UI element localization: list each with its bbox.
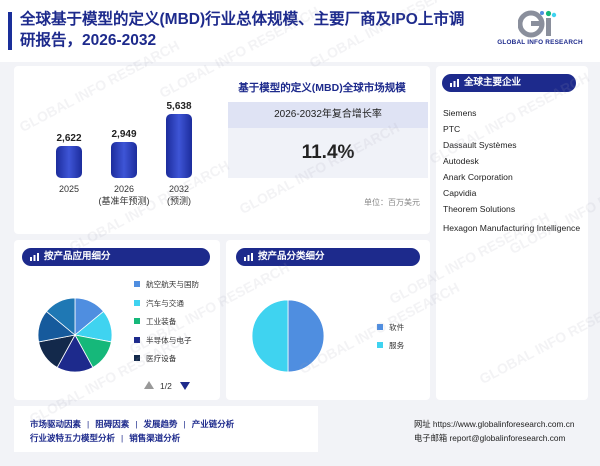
legend-item: 服务 — [377, 340, 405, 351]
pager-down-icon[interactable] — [180, 382, 190, 390]
legend-item: 软件 — [377, 322, 405, 333]
market-size-title: 基于模型的定义(MBD)全球市场规模 — [238, 82, 406, 94]
legend-label: 软件 — [389, 323, 405, 332]
pie-slice-1 — [252, 300, 289, 372]
footer-link[interactable]: 销售渠道分析 — [129, 433, 181, 443]
company-item: Theorem Solutions — [443, 204, 516, 214]
bar-value-2032: 5,638 — [166, 101, 192, 112]
companies-panel — [436, 66, 588, 400]
legend-swatch — [134, 336, 140, 343]
unit-label: 单位：百万美元 — [364, 198, 420, 207]
pie-slice-0 — [287, 300, 324, 372]
gi-logo-icon — [518, 10, 557, 38]
cagr-value: 11.4% — [301, 142, 355, 163]
footer-links-row-2: 行业波特五力模型分析 | 销售渠道分析 — [30, 433, 181, 443]
chart-icon — [450, 79, 459, 87]
bar-year-2026: 2026 — [113, 184, 135, 194]
email-label: 电子邮箱 — [414, 433, 448, 443]
page-title: 全球基于模型的定义(MBD)行业总体规模、主要厂商及IPO上市调研报告，2026… — [20, 11, 465, 49]
footer-link[interactable]: 阻碍因素 — [95, 419, 130, 429]
legend-item: 工业装备 — [134, 316, 177, 327]
legend-item: 半导体与电子 — [134, 335, 192, 346]
companies-heading: 全球主要企业 — [442, 74, 576, 92]
company-item: Hexagon Manufacturing Intelligence — [443, 223, 581, 233]
company-item: Anark Corporation — [443, 172, 513, 182]
product-type-heading: 按产品分类细分 — [236, 248, 420, 266]
company-logo[interactable]: GLOBAL INFO RESEARCH — [488, 10, 592, 50]
legend-label: 工业装备 — [146, 317, 177, 326]
legend-label: 航空航天与国防 — [146, 280, 200, 289]
legend-swatch — [134, 318, 140, 324]
bar-year-2032: 2032 — [168, 184, 190, 194]
footer-link[interactable]: 行业波特五力模型分析 — [30, 433, 116, 443]
application-pie-chart — [38, 298, 112, 372]
bar-year-2025: 2025 — [58, 184, 80, 194]
website-line: 网址 https://www.globalinforesearch.com.cn — [414, 418, 575, 430]
legend-swatch — [134, 355, 140, 361]
website-link[interactable]: https://www.globalinforesearch.com.cn — [432, 419, 575, 429]
legend-swatch — [377, 324, 383, 330]
logo-text: GLOBAL INFO RESEARCH — [497, 39, 583, 46]
bar-note-2032: (预测) — [167, 196, 191, 206]
application-heading-label: 按产品应用细分 — [44, 251, 111, 262]
legend-swatch — [377, 342, 383, 348]
application-heading: 按产品应用细分 — [22, 248, 210, 266]
legend-label: 服务 — [389, 341, 405, 350]
footer: 市场驱动因素 | 阻碍因素 | 发展趋势 | 产业链分析 行业波特五力模型分析 | 销售渠道分析… — [0, 404, 600, 466]
legend-label: 医疗设备 — [146, 354, 177, 363]
product-type-pie-chart — [252, 300, 324, 372]
company-item: Siemens — [443, 108, 477, 118]
legend-item: 医疗设备 — [134, 353, 177, 364]
legend-swatch — [134, 299, 140, 306]
footer-link[interactable]: 发展趋势 — [143, 419, 178, 429]
product-type-heading-label: 按产品分类细分 — [258, 251, 325, 262]
companies-heading-label: 全球主要企业 — [464, 77, 522, 88]
title-accent-bar — [8, 12, 12, 50]
chart-icon — [30, 253, 39, 261]
legend-swatch — [134, 281, 140, 287]
bar-note-2026: (基准年预测) — [98, 196, 150, 206]
footer-links-row-1: 市场驱动因素 | 阻碍因素 | 发展趋势 | 产业链分析 — [30, 419, 235, 429]
company-item: PTC — [443, 124, 461, 134]
email-line: 电子邮箱 report@globalinforesearch.com — [414, 432, 565, 444]
cagr-box: 2026-2032年复合增长率 11.4% — [228, 102, 428, 178]
chart-icon — [244, 253, 253, 261]
bar-value-2025: 2,622 — [56, 133, 82, 144]
bar-2026 — [111, 142, 137, 178]
legend-item: 汽车与交通 — [134, 298, 184, 309]
company-item: Dassault Systèmes — [443, 140, 517, 150]
footer-link[interactable]: 产业链分析 — [191, 419, 235, 429]
bar-2025 — [56, 146, 82, 178]
report-header: 全球基于模型的定义(MBD)行业总体规模、主要厂商及IPO上市调研报告，2026… — [0, 0, 600, 62]
pager-up-icon[interactable] — [144, 381, 154, 389]
company-item: Capvidia — [443, 188, 477, 198]
footer-link[interactable]: 市场驱动因素 — [30, 419, 82, 429]
legend-label: 半导体与电子 — [146, 335, 192, 345]
legend-label: 汽车与交通 — [146, 298, 184, 308]
legend-item: 航空航天与国防 — [134, 279, 200, 290]
website-label: 网址 — [414, 419, 431, 429]
pager-label: 1/2 — [160, 381, 172, 391]
company-item: Autodesk — [443, 156, 479, 166]
bar-value-2026: 2,949 — [111, 129, 137, 140]
email-link[interactable]: report@globalinforesearch.com — [449, 433, 566, 443]
pie-slice-6 — [45, 298, 76, 336]
bar-2032 — [166, 114, 192, 178]
footer-links-box — [14, 406, 318, 452]
cagr-label: 2026-2032年复合增长率 — [228, 102, 428, 128]
